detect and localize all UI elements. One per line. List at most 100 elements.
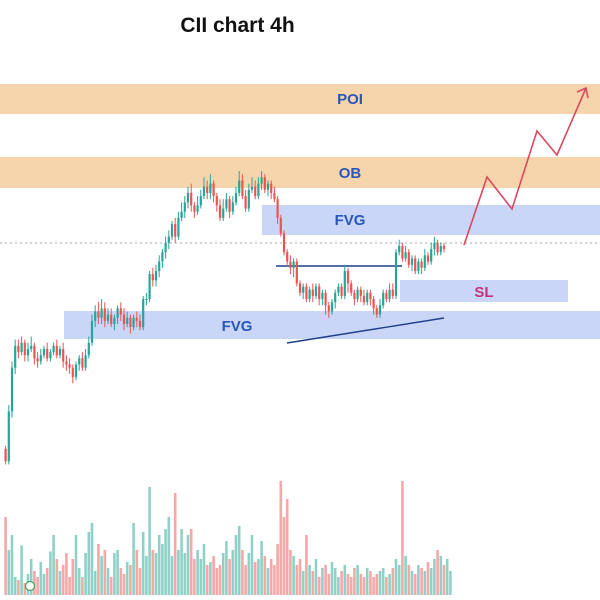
volume-bar bbox=[90, 523, 94, 595]
zone-label-fvg_upper: FVG bbox=[335, 212, 366, 229]
candle-body bbox=[74, 364, 78, 378]
volume-bar bbox=[103, 550, 107, 595]
volume-bar bbox=[439, 556, 443, 595]
candle-body bbox=[302, 286, 305, 293]
volume-bar bbox=[263, 556, 267, 595]
volume-bar bbox=[426, 562, 430, 595]
volume-bar bbox=[324, 565, 327, 595]
volume-bar bbox=[135, 550, 139, 595]
chart-title: CII chart 4h bbox=[180, 14, 295, 37]
volume-bar bbox=[289, 550, 292, 595]
volume-bar bbox=[170, 556, 174, 595]
candle-body bbox=[199, 196, 202, 206]
volume-bar bbox=[10, 535, 14, 595]
volume-bar bbox=[106, 568, 110, 595]
candle-body bbox=[238, 180, 241, 193]
candle-body bbox=[126, 317, 129, 324]
candle-body bbox=[308, 289, 311, 300]
candle-body bbox=[132, 317, 135, 328]
volume-bar bbox=[311, 571, 315, 595]
candle-body bbox=[225, 199, 228, 209]
volume-layer bbox=[4, 481, 452, 595]
volume-bar bbox=[436, 550, 439, 595]
volume-bar bbox=[276, 544, 279, 595]
volume-bar bbox=[129, 565, 132, 595]
candle-body bbox=[218, 205, 222, 218]
volume-bar bbox=[273, 565, 276, 595]
candle-body bbox=[241, 180, 244, 197]
candle-body bbox=[167, 236, 170, 243]
volume-bar bbox=[71, 559, 75, 595]
candle-body bbox=[202, 186, 206, 197]
candle-body bbox=[42, 348, 46, 356]
volume-bar bbox=[433, 559, 436, 595]
candle-body bbox=[279, 217, 282, 234]
candle-body bbox=[158, 261, 161, 271]
candle-body bbox=[110, 314, 113, 324]
candle-body bbox=[65, 361, 68, 365]
f-badge-icon bbox=[24, 580, 36, 592]
candle-body bbox=[58, 348, 62, 356]
candle-body bbox=[372, 299, 375, 309]
candle-body bbox=[103, 308, 106, 321]
candle-body bbox=[30, 345, 33, 349]
candle-body bbox=[247, 189, 250, 209]
volume-bar bbox=[250, 535, 254, 595]
candle-body bbox=[375, 308, 378, 315]
volume-bar bbox=[23, 583, 27, 595]
candle-body bbox=[180, 211, 183, 218]
volume-bar bbox=[138, 568, 142, 595]
volume-bar bbox=[205, 565, 209, 595]
volume-bar bbox=[113, 553, 116, 595]
volume-bar bbox=[346, 574, 350, 595]
zone-labels-layer: POI OB FVG SL FVG bbox=[222, 91, 494, 335]
candle-body bbox=[206, 186, 209, 193]
volume-bar bbox=[237, 526, 241, 595]
candle-body bbox=[369, 292, 372, 300]
candle-body bbox=[343, 270, 346, 296]
candle-body bbox=[433, 242, 436, 250]
volume-bar bbox=[407, 565, 411, 595]
candle-body bbox=[36, 358, 39, 362]
volume-bar bbox=[391, 568, 395, 595]
volume-bar bbox=[196, 550, 199, 595]
volume-bar bbox=[330, 562, 334, 595]
volume-bar bbox=[337, 577, 340, 595]
volume-bar bbox=[423, 571, 427, 595]
candle-body bbox=[318, 286, 321, 300]
candle-body bbox=[350, 283, 353, 293]
candle-body bbox=[4, 448, 7, 462]
volume-bar bbox=[365, 568, 369, 595]
volume-bar bbox=[282, 517, 286, 595]
volume-bar bbox=[429, 568, 433, 595]
candle-body bbox=[426, 255, 430, 262]
candle-body bbox=[244, 196, 247, 209]
candle-body bbox=[327, 305, 330, 312]
zone-label-ob: OB bbox=[339, 165, 362, 182]
volume-bar bbox=[362, 577, 366, 595]
zone-sl bbox=[400, 280, 568, 302]
candle-body bbox=[407, 252, 410, 265]
volume-bar bbox=[132, 523, 135, 595]
volume-bar bbox=[17, 580, 20, 595]
volume-bar bbox=[308, 565, 311, 595]
candle-body bbox=[388, 289, 391, 300]
volume-bar bbox=[45, 568, 49, 595]
candle-body bbox=[391, 289, 394, 296]
volume-bar bbox=[356, 565, 359, 595]
volume-bar bbox=[228, 559, 231, 595]
volume-bar bbox=[404, 556, 407, 595]
candle-body bbox=[68, 364, 71, 368]
volume-bar bbox=[442, 565, 446, 595]
volume-bar bbox=[397, 565, 401, 595]
volume-bar bbox=[161, 544, 164, 595]
volume-bar bbox=[317, 577, 321, 595]
volume-bar bbox=[394, 559, 398, 595]
candle-body bbox=[330, 302, 334, 312]
candle-body bbox=[378, 305, 382, 315]
volume-bar bbox=[183, 553, 187, 595]
candle-body bbox=[97, 311, 100, 318]
volume-bar bbox=[343, 565, 347, 595]
volume-bar bbox=[333, 568, 337, 595]
